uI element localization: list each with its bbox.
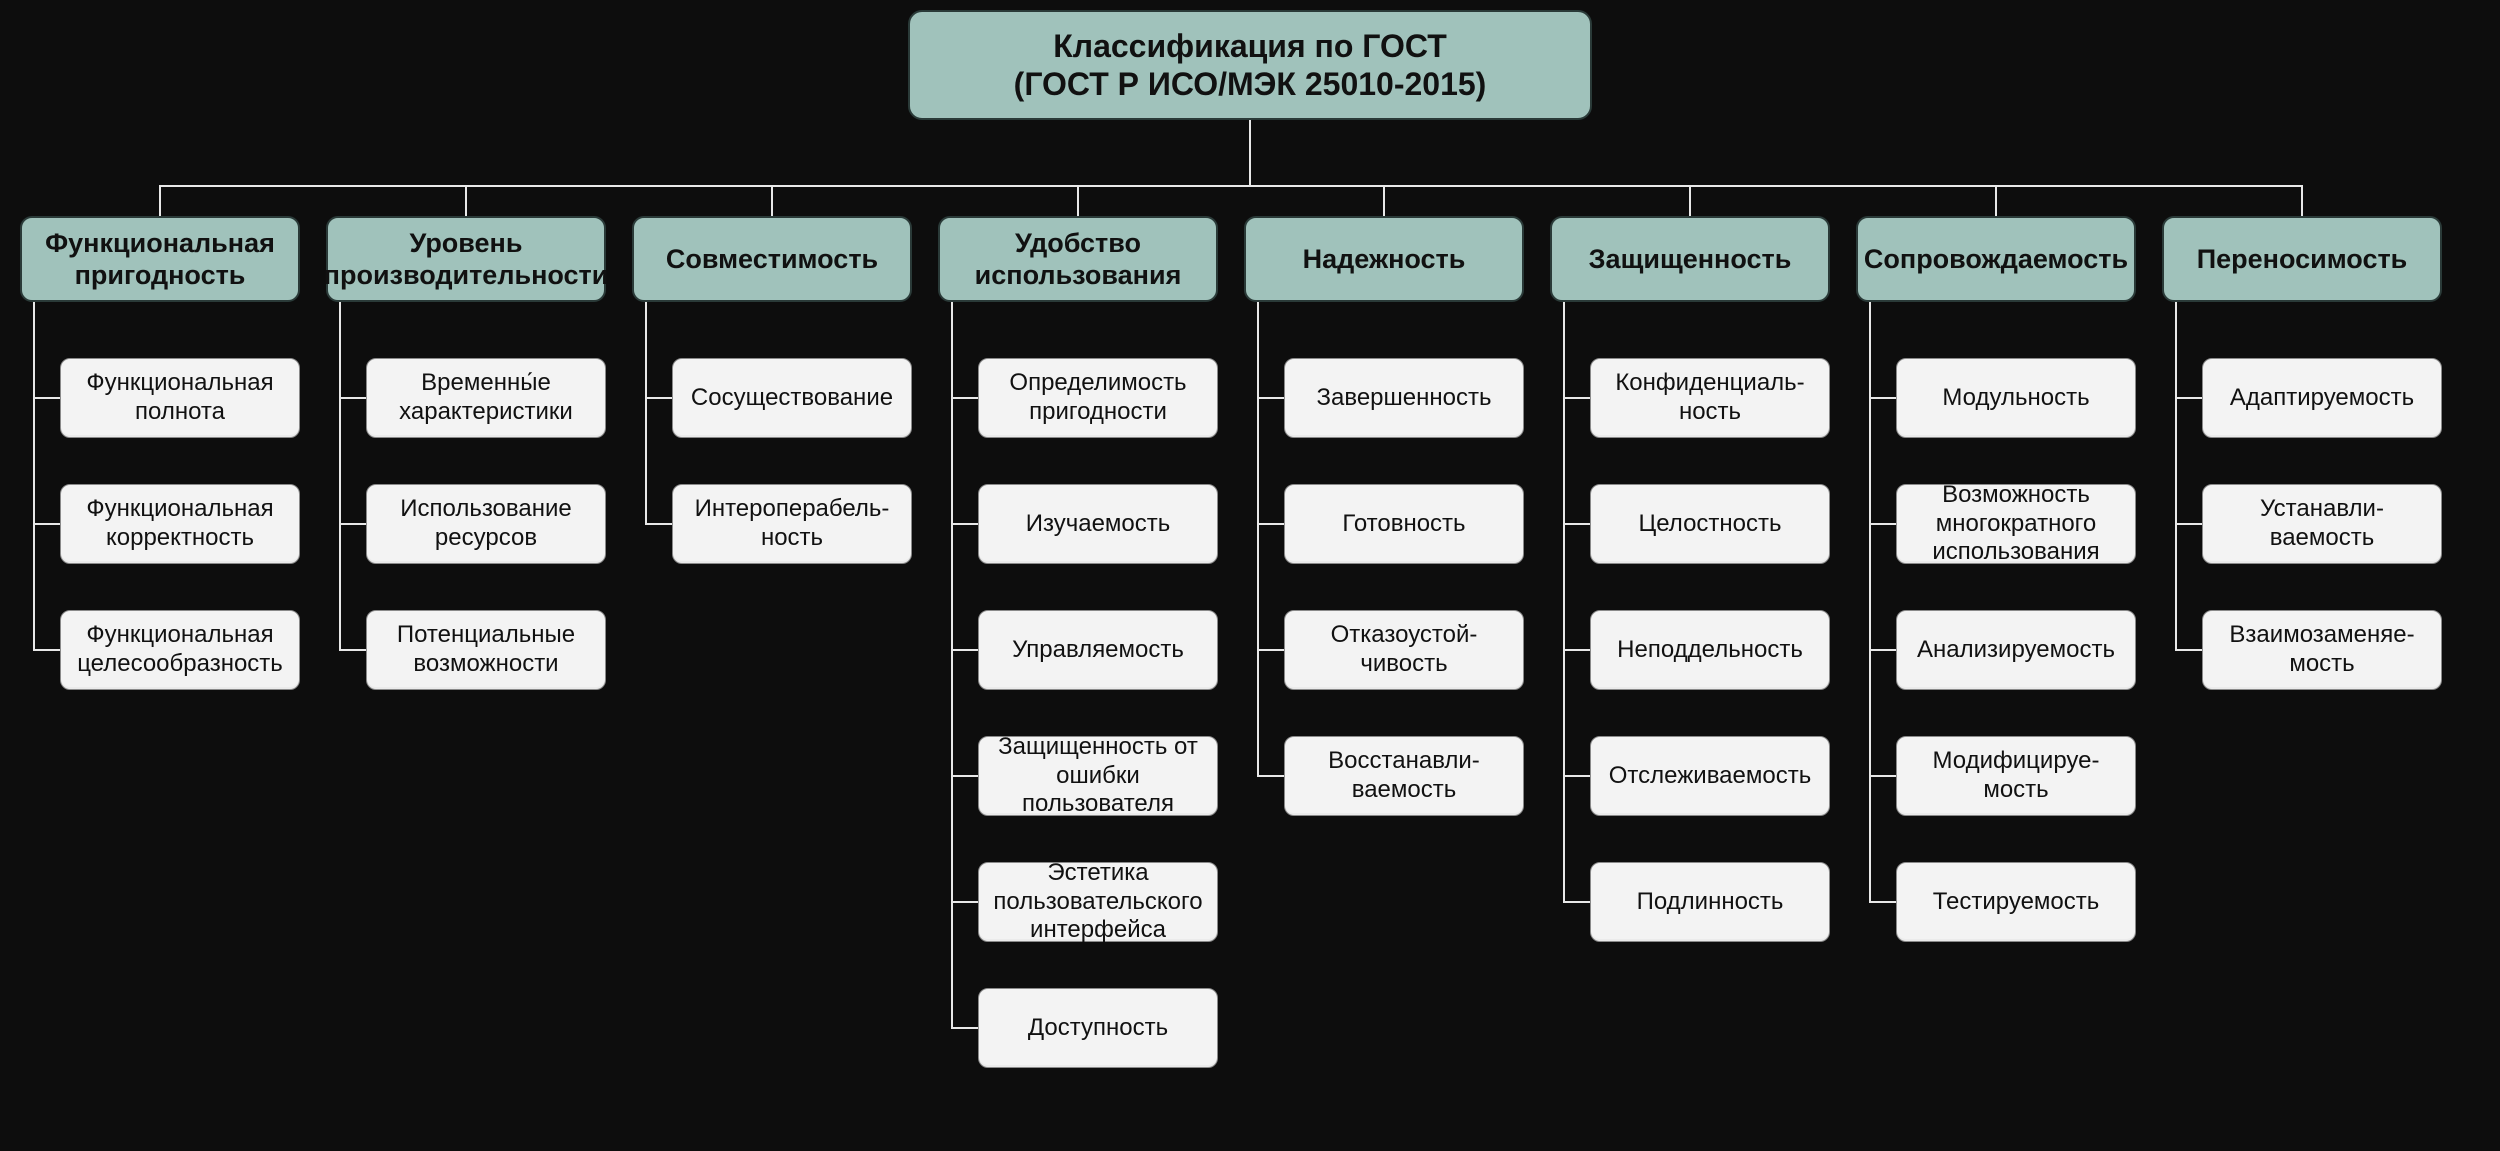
sub-c6-2: Анализируемость — [1896, 610, 2136, 690]
sub-c2-1: Интероперабель-ность — [672, 484, 912, 564]
sub-label: Функциональная корректность — [71, 495, 289, 553]
sub-label: Устанавли-ваемость — [2260, 495, 2384, 553]
sub-label: Функциональная целесообразность — [71, 621, 289, 679]
category-label: Надежность — [1303, 243, 1466, 275]
sub-c3-0: Определимость пригодности — [978, 358, 1218, 438]
sub-label: Эстетика пользовательского интерфейса — [989, 859, 1207, 945]
sub-c5-3: Отслеживаемость — [1590, 736, 1830, 816]
sub-label: Доступность — [1028, 1014, 1168, 1043]
sub-label: Интероперабель-ность — [695, 495, 890, 553]
category-c6: Сопровождаемость — [1856, 216, 2136, 302]
sub-label: Управляемость — [1012, 636, 1184, 665]
sub-c1-0: Временны́е характеристики — [366, 358, 606, 438]
category-label: Удобство использования — [950, 227, 1206, 292]
sub-c3-5: Доступность — [978, 988, 1218, 1068]
sub-label: Завершенность — [1317, 384, 1492, 413]
sub-c0-0: Функциональная полнота — [60, 358, 300, 438]
sub-c6-1: Возможность многократного использования — [1896, 484, 2136, 564]
sub-label: Отслеживаемость — [1609, 762, 1811, 791]
sub-label: Тестируемость — [1933, 888, 2100, 917]
sub-c5-0: Конфиденциаль-ность — [1590, 358, 1830, 438]
sub-label: Потенциальные возможности — [377, 621, 595, 679]
category-c5: Защищенность — [1550, 216, 1830, 302]
sub-label: Функциональная полнота — [71, 369, 289, 427]
sub-label: Конфиденциаль-ность — [1615, 369, 1804, 427]
sub-label: Готовность — [1342, 510, 1465, 539]
sub-c6-4: Тестируемость — [1896, 862, 2136, 942]
category-c4: Надежность — [1244, 216, 1524, 302]
sub-c4-3: Восстанавли-ваемость — [1284, 736, 1524, 816]
sub-c3-3: Защищенность от ошибки пользователя — [978, 736, 1218, 816]
category-label: Уровень производительности — [324, 227, 609, 292]
sub-label: Отказоустой-чивость — [1331, 621, 1478, 679]
sub-label: Восстанавли-ваемость — [1328, 747, 1480, 805]
sub-c0-1: Функциональная корректность — [60, 484, 300, 564]
sub-c3-2: Управляемость — [978, 610, 1218, 690]
sub-label: Адаптируемость — [2230, 384, 2414, 413]
sub-c0-2: Функциональная целесообразность — [60, 610, 300, 690]
sub-c5-4: Подлинность — [1590, 862, 1830, 942]
category-c0: Функциональная пригодность — [20, 216, 300, 302]
sub-c6-3: Модифицируе-мость — [1896, 736, 2136, 816]
category-label: Защищенность — [1589, 243, 1792, 275]
sub-label: Изучаемость — [1026, 510, 1171, 539]
sub-label: Анализируемость — [1917, 636, 2115, 665]
sub-label: Временны́е характеристики — [377, 369, 595, 427]
category-c1: Уровень производительности — [326, 216, 606, 302]
sub-c4-2: Отказоустой-чивость — [1284, 610, 1524, 690]
category-c7: Переносимость — [2162, 216, 2442, 302]
root-node: Классификация по ГОСТ(ГОСТ Р ИСО/МЭК 250… — [908, 10, 1592, 120]
sub-label: Целостность — [1638, 510, 1781, 539]
category-label: Совместимость — [666, 243, 878, 275]
sub-c7-2: Взаимозаменяе-мость — [2202, 610, 2442, 690]
category-label: Функциональная пригодность — [32, 227, 288, 292]
sub-c1-1: Использование ресурсов — [366, 484, 606, 564]
category-label: Сопровождаемость — [1864, 243, 2128, 275]
sub-label: Модульность — [1942, 384, 2089, 413]
sub-label: Возможность многократного использования — [1907, 481, 2125, 567]
sub-c3-4: Эстетика пользовательского интерфейса — [978, 862, 1218, 942]
connector-lines — [0, 0, 2500, 1151]
sub-c1-2: Потенциальные возможности — [366, 610, 606, 690]
sub-label: Неподдельность — [1617, 636, 1803, 665]
sub-label: Определимость пригодности — [989, 369, 1207, 427]
sub-c7-1: Устанавли-ваемость — [2202, 484, 2442, 564]
sub-c2-0: Сосуществование — [672, 358, 912, 438]
sub-c5-2: Неподдельность — [1590, 610, 1830, 690]
root-line2: (ГОСТ Р ИСО/МЭК 25010-2015) — [1014, 66, 1487, 102]
root-line1: Классификация по ГОСТ — [1053, 28, 1447, 64]
category-label: Переносимость — [2197, 243, 2408, 275]
sub-label: Сосуществование — [691, 384, 893, 413]
sub-label: Защищенность от ошибки пользователя — [989, 733, 1207, 819]
sub-label: Взаимозаменяе-мость — [2229, 621, 2414, 679]
sub-label: Подлинность — [1637, 888, 1784, 917]
category-c2: Совместимость — [632, 216, 912, 302]
sub-c5-1: Целостность — [1590, 484, 1830, 564]
sub-c4-1: Готовность — [1284, 484, 1524, 564]
sub-c3-1: Изучаемость — [978, 484, 1218, 564]
sub-c4-0: Завершенность — [1284, 358, 1524, 438]
sub-label: Использование ресурсов — [377, 495, 595, 553]
sub-label: Модифицируе-мость — [1933, 747, 2100, 805]
sub-c7-0: Адаптируемость — [2202, 358, 2442, 438]
category-c3: Удобство использования — [938, 216, 1218, 302]
diagram-canvas: Классификация по ГОСТ(ГОСТ Р ИСО/МЭК 250… — [0, 0, 2500, 1151]
sub-c6-0: Модульность — [1896, 358, 2136, 438]
